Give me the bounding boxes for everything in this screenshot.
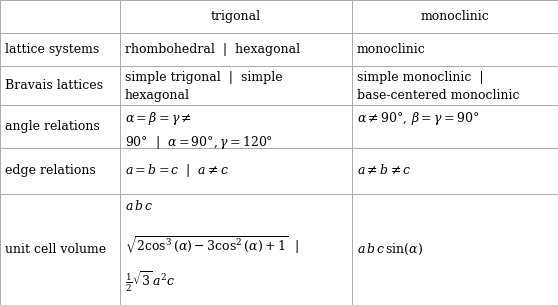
Text: monoclinic: monoclinic bbox=[357, 43, 425, 56]
Text: $\frac{1}{2}\sqrt{3}\, a^2 c$: $\frac{1}{2}\sqrt{3}\, a^2 c$ bbox=[125, 270, 175, 294]
Text: $\alpha = \beta = \gamma \neq$
$90°$  |  $\alpha = 90°, \gamma = 120°$: $\alpha = \beta = \gamma \neq$ $90°$ | $… bbox=[125, 110, 273, 151]
Text: $\sqrt{2\cos^3(\alpha) - 3\cos^2(\alpha) + 1}$  |: $\sqrt{2\cos^3(\alpha) - 3\cos^2(\alpha)… bbox=[125, 234, 299, 256]
Text: simple monoclinic  |
base-centered monoclinic: simple monoclinic | base-centered monocl… bbox=[357, 71, 519, 102]
Text: $a\,b\,c\,\sin(\alpha)$: $a\,b\,c\,\sin(\alpha)$ bbox=[357, 242, 422, 257]
Text: $a\,b\,c$: $a\,b\,c$ bbox=[125, 199, 153, 213]
Text: $a = b = c$  |  $a \neq c$: $a = b = c$ | $a \neq c$ bbox=[125, 162, 229, 179]
Text: edge relations: edge relations bbox=[5, 164, 96, 177]
Text: rhombohedral  |  hexagonal: rhombohedral | hexagonal bbox=[125, 43, 300, 56]
Text: lattice systems: lattice systems bbox=[5, 43, 99, 56]
Text: trigonal: trigonal bbox=[211, 10, 261, 23]
Text: angle relations: angle relations bbox=[5, 120, 100, 133]
Text: monoclinic: monoclinic bbox=[420, 10, 489, 23]
Text: $a \neq b \neq c$: $a \neq b \neq c$ bbox=[357, 164, 411, 177]
Text: $\alpha \neq 90°,\, \beta = \gamma = 90°$: $\alpha \neq 90°,\, \beta = \gamma = 90°… bbox=[357, 110, 479, 127]
Text: Bravais lattices: Bravais lattices bbox=[5, 79, 103, 92]
Text: unit cell volume: unit cell volume bbox=[5, 243, 106, 256]
Text: simple trigonal  |  simple
hexagonal: simple trigonal | simple hexagonal bbox=[125, 71, 282, 102]
